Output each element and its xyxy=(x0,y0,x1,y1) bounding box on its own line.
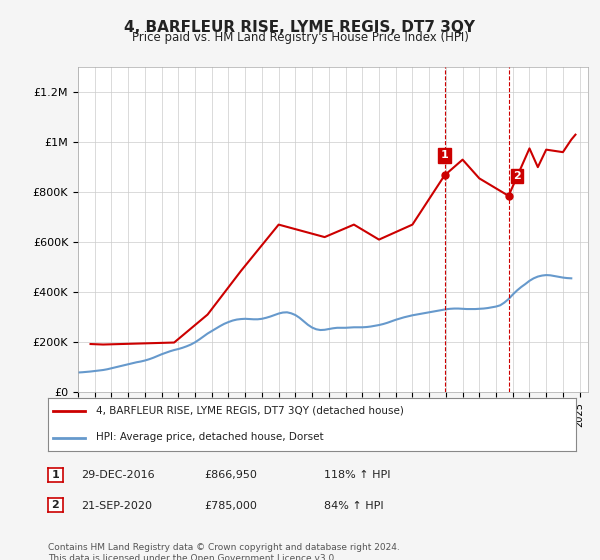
Text: 2: 2 xyxy=(52,501,59,510)
Text: Price paid vs. HM Land Registry's House Price Index (HPI): Price paid vs. HM Land Registry's House … xyxy=(131,31,469,44)
Text: Contains HM Land Registry data © Crown copyright and database right 2024.
This d: Contains HM Land Registry data © Crown c… xyxy=(48,543,400,560)
Text: HPI: Average price, detached house, Dorset: HPI: Average price, detached house, Dors… xyxy=(95,432,323,442)
Text: 1: 1 xyxy=(52,470,59,479)
Text: 118% ↑ HPI: 118% ↑ HPI xyxy=(324,470,391,480)
Text: 84% ↑ HPI: 84% ↑ HPI xyxy=(324,501,383,511)
Text: 1: 1 xyxy=(440,151,448,160)
Text: 21-SEP-2020: 21-SEP-2020 xyxy=(81,501,152,511)
Text: £866,950: £866,950 xyxy=(204,470,257,480)
Text: £785,000: £785,000 xyxy=(204,501,257,511)
Text: 4, BARFLEUR RISE, LYME REGIS, DT7 3QY (detached house): 4, BARFLEUR RISE, LYME REGIS, DT7 3QY (d… xyxy=(95,406,403,416)
Text: 2: 2 xyxy=(513,171,521,181)
Text: 4, BARFLEUR RISE, LYME REGIS, DT7 3QY: 4, BARFLEUR RISE, LYME REGIS, DT7 3QY xyxy=(125,20,476,35)
Text: 29-DEC-2016: 29-DEC-2016 xyxy=(81,470,155,480)
